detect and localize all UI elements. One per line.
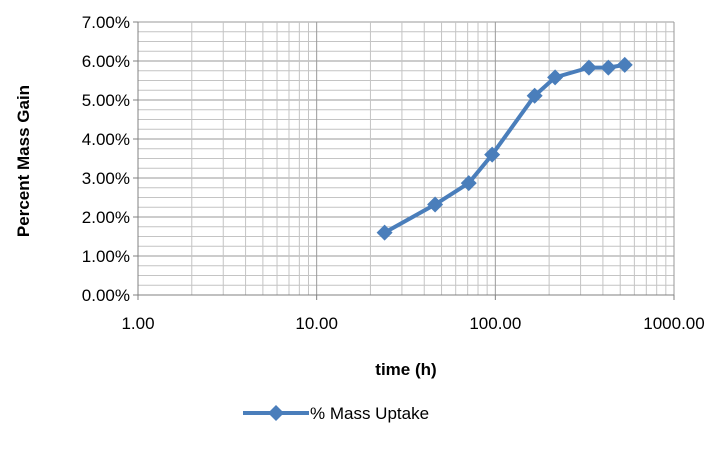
- x-tick-labels: 1.00 10.00 100.00 1000.00: [121, 314, 704, 333]
- data-point-marker: [484, 146, 501, 163]
- x-tick-label: 1.00: [121, 314, 154, 333]
- y-tick-label: 1.00%: [82, 247, 130, 266]
- data-point-marker: [547, 69, 564, 86]
- data-point-marker: [580, 59, 597, 76]
- legend-label: % Mass Uptake: [310, 404, 429, 423]
- data-point-marker: [526, 87, 543, 104]
- data-point-marker: [427, 196, 444, 213]
- series-line: [376, 56, 633, 241]
- data-point-marker: [460, 175, 477, 192]
- legend-marker: [268, 405, 284, 421]
- y-tick-label: 6.00%: [82, 52, 130, 71]
- x-tick-label: 10.00: [295, 314, 338, 333]
- y-tick-labels: 0.00% 1.00% 2.00% 3.00% 4.00% 5.00% 6.00% 7.00%: [82, 13, 130, 305]
- axes: [133, 21, 675, 300]
- y-tick-label: 3.00%: [82, 169, 130, 188]
- data-point-marker: [600, 59, 617, 76]
- data-point-marker: [616, 56, 633, 73]
- y-tick-label: 2.00%: [82, 208, 130, 227]
- x-tick-label: 1000.00: [643, 314, 704, 333]
- y-tick-label: 0.00%: [82, 286, 130, 305]
- x-axis-title: time (h): [375, 360, 436, 379]
- y-tick-label: 4.00%: [82, 130, 130, 149]
- legend: % Mass Uptake: [243, 404, 429, 423]
- gridlines: [137, 21, 675, 296]
- y-tick-label: 7.00%: [82, 13, 130, 32]
- x-tick-label: 100.00: [469, 314, 521, 333]
- data-point-marker: [376, 224, 393, 241]
- y-tick-label: 5.00%: [82, 91, 130, 110]
- y-axis-title: Percent Mass Gain: [14, 85, 33, 237]
